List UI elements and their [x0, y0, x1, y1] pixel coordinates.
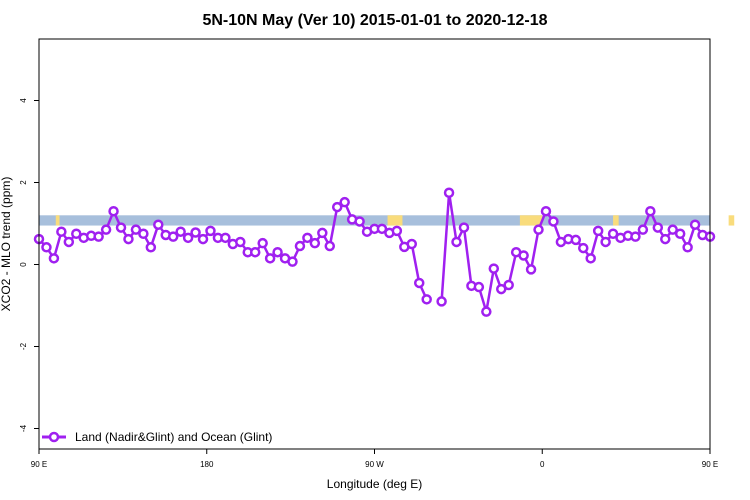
data-point: [481, 306, 492, 317]
x-tick-label: 180: [200, 460, 214, 469]
data-point: [145, 242, 157, 253]
data-point: [182, 232, 194, 244]
data-point: [548, 216, 559, 227]
data-point: [674, 228, 686, 239]
data-point: [205, 225, 216, 237]
y-tick-label: -2: [19, 342, 28, 350]
data-point: [93, 231, 104, 242]
x-axis-ticks: 90 E 180 90 W 0 90 E: [31, 449, 718, 469]
data-point: [443, 187, 455, 198]
data-point: [585, 253, 596, 264]
data-point: [354, 216, 365, 227]
data-point: [272, 246, 283, 258]
data-point: [56, 226, 67, 237]
data-point: [302, 232, 313, 244]
y-axis-label: XCO2 - MLO trend (ppm): [0, 177, 13, 312]
data-point: [309, 237, 321, 249]
data-point: [570, 234, 582, 246]
data-point: [249, 246, 261, 258]
data-point: [317, 227, 328, 239]
y-tick-label: 4: [19, 98, 28, 103]
data-point: [682, 242, 693, 253]
data-point: [578, 242, 589, 254]
data-point: [108, 205, 119, 217]
data-point: [324, 240, 336, 252]
data-point: [100, 224, 112, 235]
chart-title: 5N-10N May (Ver 10) 2015-01-01 to 2020-1…: [202, 12, 547, 29]
x-tick-label: 0: [540, 460, 545, 469]
x-axis-label: Longitude (deg E): [327, 477, 422, 491]
legend-point-marker: [48, 431, 60, 443]
data-point: [391, 225, 403, 237]
data-point: [660, 233, 671, 245]
data-point: [257, 237, 268, 249]
land-ocean-strip: [39, 215, 735, 226]
y-tick-label: 0: [19, 262, 28, 267]
data-point: [235, 236, 246, 248]
land-segment-2: [519, 215, 543, 226]
land-segment-0: [55, 215, 60, 226]
data-point: [190, 227, 201, 238]
data-point: [630, 231, 641, 242]
data-point: [123, 233, 134, 245]
data-point: [63, 236, 75, 248]
data-point: [667, 224, 678, 235]
data-point: [652, 222, 664, 233]
data-point: [473, 281, 485, 293]
data-point: [451, 236, 462, 248]
land-segment-4: [728, 215, 735, 226]
data-point: [637, 224, 649, 235]
legend-label: Land (Nadir&Glint) and Ocean (Glint): [75, 430, 272, 444]
data-point: [197, 233, 209, 245]
x-tick-label: 90 E: [31, 460, 47, 469]
data-point: [533, 224, 544, 235]
data-series: [33, 187, 716, 317]
data-point: [488, 263, 500, 274]
data-point: [264, 253, 276, 264]
data-point: [413, 277, 425, 289]
y-axis-ticks: -4 -2 0 2 4: [19, 98, 39, 432]
data-point: [115, 222, 127, 233]
data-point: [175, 226, 186, 237]
data-point: [130, 224, 142, 235]
data-point: [71, 228, 82, 239]
land-segment-1: [387, 215, 403, 226]
data-point: [458, 222, 470, 233]
data-point: [421, 294, 432, 305]
data-point: [525, 264, 537, 275]
data-point: [406, 238, 418, 250]
data-point: [138, 228, 149, 239]
data-point: [339, 196, 350, 208]
data-point: [689, 219, 701, 230]
data-point: [600, 236, 611, 248]
y-tick-label: 2: [19, 180, 28, 185]
land-segment-3: [613, 215, 619, 226]
data-point: [41, 242, 52, 253]
data-point: [495, 283, 507, 295]
x-tick-label: 90 W: [365, 460, 384, 469]
ocean-band: [39, 215, 710, 226]
data-point: [645, 205, 656, 217]
data-point: [607, 228, 619, 239]
data-point: [436, 296, 447, 307]
data-point: [220, 232, 231, 244]
data-point: [592, 225, 604, 237]
data-point: [153, 219, 164, 230]
data-point: [376, 223, 388, 235]
series-line-segment-1: [440, 191, 711, 313]
data-point: [167, 231, 179, 242]
data-point: [518, 250, 529, 261]
data-point: [287, 256, 298, 267]
data-point: [503, 279, 514, 291]
data-point: [294, 240, 306, 252]
legend: Land (Nadir&Glint) and Ocean (Glint): [42, 430, 272, 444]
y-tick-label: -4: [19, 424, 28, 432]
data-point: [331, 201, 343, 213]
x-tick-label: 90 E: [702, 460, 718, 469]
data-point: [48, 253, 60, 264]
data-point: [540, 205, 552, 217]
